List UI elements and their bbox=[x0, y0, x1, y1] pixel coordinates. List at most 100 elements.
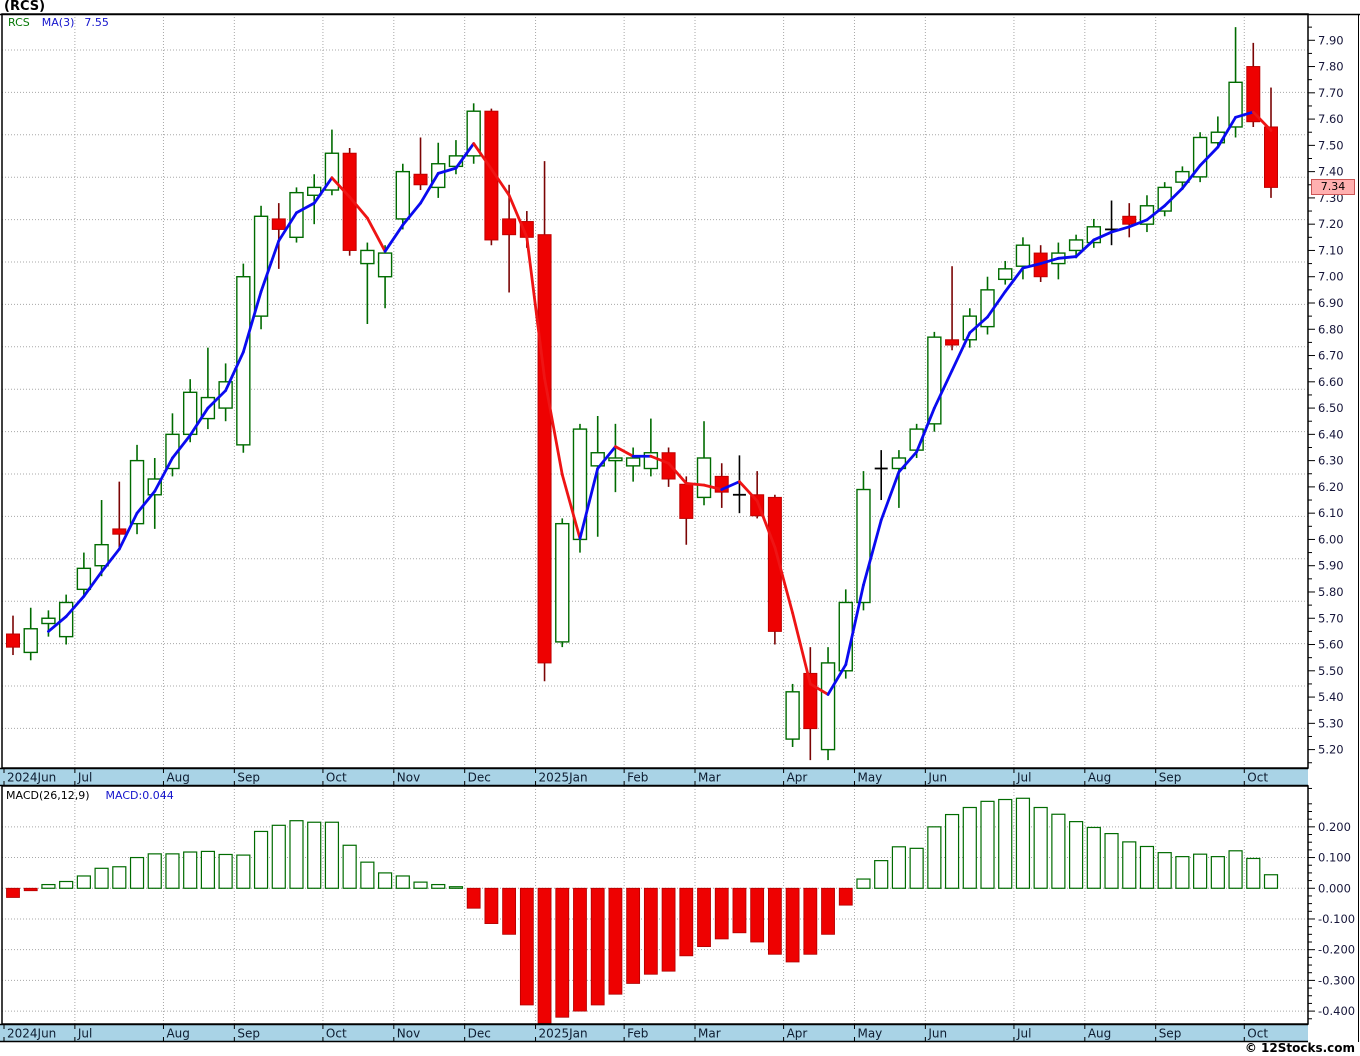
month-label: Sep bbox=[1159, 771, 1182, 785]
candle-body-up bbox=[23, 628, 38, 654]
macd-tick-label: -0.300 bbox=[1318, 973, 1355, 987]
month-label: 2025Jan bbox=[539, 771, 588, 785]
macd-bar bbox=[821, 887, 835, 935]
macd-bar bbox=[342, 844, 357, 889]
candle-body-down bbox=[661, 452, 676, 480]
macd-bar bbox=[785, 887, 800, 963]
month-label: Oct bbox=[1247, 771, 1268, 785]
candle-body-up bbox=[41, 617, 56, 625]
candle-body-down bbox=[413, 173, 428, 186]
macd-bar bbox=[413, 881, 428, 889]
macd-bar bbox=[962, 806, 977, 889]
candle-body-down bbox=[1246, 66, 1261, 123]
macd-bar bbox=[466, 887, 481, 909]
month-label: May bbox=[857, 1027, 882, 1041]
price-tick-label: 6.50 bbox=[1318, 401, 1344, 415]
ma-line-segment bbox=[295, 201, 316, 215]
macd-bar bbox=[360, 861, 375, 889]
candle-body-down bbox=[679, 483, 694, 519]
price-panel-border bbox=[1, 13, 1309, 769]
page-title: (RCS) bbox=[4, 0, 46, 14]
ma-line-segment bbox=[259, 239, 281, 294]
ma-line-segment bbox=[543, 376, 564, 477]
ma-line-segment bbox=[755, 499, 777, 549]
price-tick-label: 5.20 bbox=[1318, 743, 1344, 757]
ma-line-segment bbox=[1198, 145, 1220, 167]
macd-panel-border bbox=[1, 785, 1309, 1025]
current-price-badge: 7.34 bbox=[1311, 179, 1355, 196]
ma-line-segment bbox=[1092, 230, 1113, 242]
month-label: Sep bbox=[237, 771, 260, 785]
candle-body-down bbox=[6, 633, 20, 648]
macd-bar bbox=[377, 872, 393, 889]
ma-line-segment bbox=[720, 480, 741, 491]
ma-line-segment bbox=[188, 406, 210, 437]
macd-bar bbox=[1193, 853, 1208, 889]
month-label: Jul bbox=[77, 771, 92, 785]
ma-line-segment bbox=[224, 350, 245, 392]
price-tick-label: 7.60 bbox=[1318, 112, 1344, 126]
ma-line-segment bbox=[419, 171, 440, 205]
macd-bar bbox=[626, 887, 641, 984]
ma-line-segment bbox=[614, 445, 635, 458]
macd-bar bbox=[679, 887, 694, 957]
month-label: Oct bbox=[326, 1027, 347, 1041]
price-tick-label: 6.30 bbox=[1318, 454, 1344, 468]
ma-line-segment bbox=[950, 331, 972, 372]
month-label: Jul bbox=[77, 1027, 92, 1041]
macd-bar bbox=[1263, 874, 1279, 889]
candle-body-up bbox=[1175, 170, 1190, 183]
macd-bar bbox=[484, 887, 499, 924]
macd-tick-label: -0.100 bbox=[1318, 912, 1355, 926]
ma-line-segment bbox=[117, 511, 139, 551]
candle-body-up bbox=[466, 110, 481, 157]
price-tick-label: 6.20 bbox=[1318, 480, 1344, 494]
month-label: Oct bbox=[326, 771, 347, 785]
ma-line-segment bbox=[738, 480, 759, 503]
candle-body-up bbox=[395, 170, 411, 220]
macd-bar bbox=[94, 867, 109, 889]
ma-line-segment bbox=[330, 176, 352, 199]
ma-line-segment bbox=[365, 216, 387, 253]
macd-tick-label: 0.000 bbox=[1318, 881, 1351, 895]
macd-bar bbox=[838, 887, 853, 906]
ma-line-segment bbox=[826, 663, 848, 696]
ma-label: MA(3) bbox=[41, 16, 75, 29]
macd-bar bbox=[271, 824, 286, 889]
macd-bar bbox=[891, 846, 907, 889]
price-tick-label: 7.40 bbox=[1318, 165, 1344, 179]
candle-body-down bbox=[945, 339, 960, 346]
ma-line-segment bbox=[1145, 204, 1167, 222]
macd-bar bbox=[590, 887, 605, 1006]
candle-body-up bbox=[555, 522, 570, 643]
price-tick-label: 6.70 bbox=[1318, 349, 1344, 363]
month-label: Aug bbox=[1088, 771, 1111, 785]
ma-line-segment bbox=[489, 167, 511, 197]
price-tick-label: 7.10 bbox=[1318, 243, 1344, 257]
price-tick-label: 7.80 bbox=[1318, 60, 1344, 74]
macd-bar bbox=[41, 883, 56, 889]
macd-bar bbox=[1104, 832, 1119, 889]
macd-current-value: MACD:0.044 bbox=[105, 789, 174, 802]
ma-line-segment bbox=[1163, 186, 1184, 208]
ma-line-segment bbox=[667, 461, 688, 485]
ma-line-segment bbox=[525, 235, 546, 380]
month-label: Mar bbox=[698, 771, 721, 785]
candle-body-up bbox=[785, 691, 800, 740]
price-tick-label: 5.90 bbox=[1318, 559, 1344, 573]
ma-line-segment bbox=[702, 483, 724, 491]
month-label: Feb bbox=[627, 771, 648, 785]
macd-bar bbox=[732, 887, 747, 934]
candle-body-up bbox=[253, 215, 269, 317]
macd-bar bbox=[697, 887, 711, 948]
macd-bar bbox=[750, 887, 765, 943]
candle-body-down bbox=[767, 496, 782, 632]
price-tick-label: 7.90 bbox=[1318, 33, 1344, 47]
ma-line-segment bbox=[507, 193, 529, 239]
ma-line-segment bbox=[649, 454, 670, 465]
macd-tick-label: 0.100 bbox=[1318, 851, 1351, 865]
macd-bar bbox=[76, 875, 91, 889]
candle-body-down bbox=[112, 528, 127, 535]
